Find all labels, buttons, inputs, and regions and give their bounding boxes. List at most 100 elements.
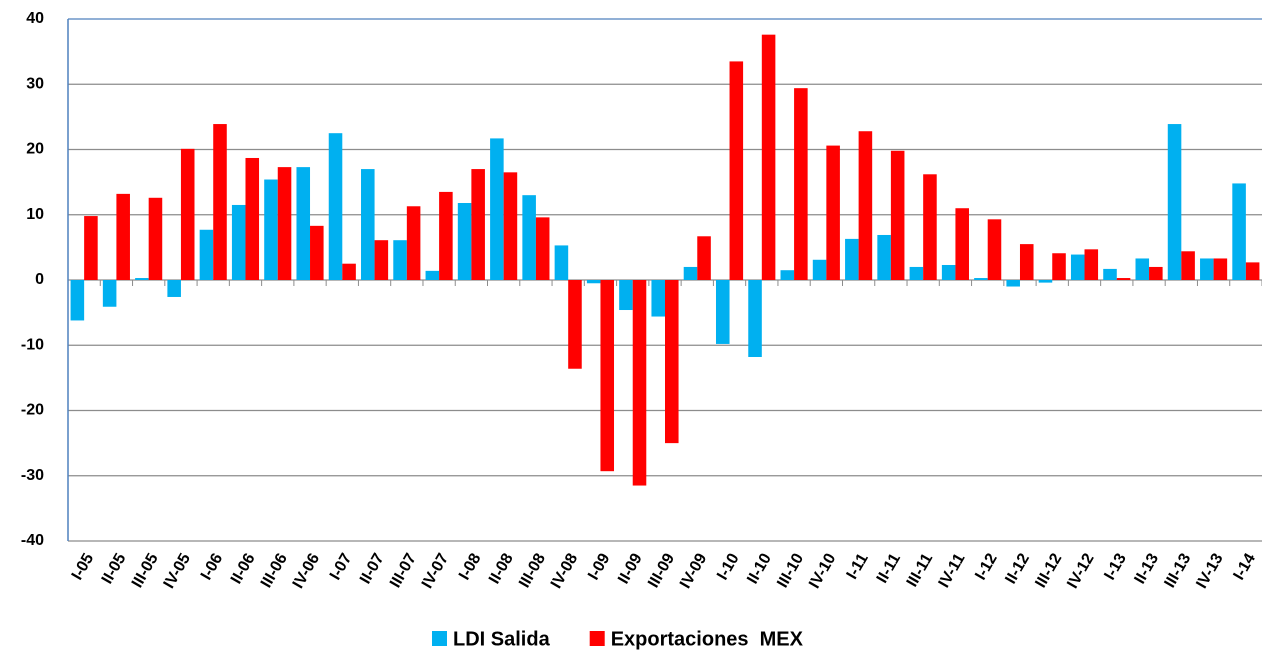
bar: [425, 270, 440, 280]
bar: [180, 148, 195, 280]
bar: [490, 138, 504, 280]
legend: LDI Salida Exportaciones MEX: [432, 628, 804, 650]
bar: [665, 280, 679, 444]
x-tick-label: IV-11: [936, 551, 969, 591]
x-tick-label: III-13: [1161, 551, 1194, 591]
bar: [600, 280, 615, 472]
bar: [1213, 258, 1228, 280]
legend-swatch: [589, 631, 605, 646]
bar: [116, 193, 130, 280]
bar: [1084, 249, 1099, 280]
bar: [586, 280, 601, 284]
x-tick-label: IV-10: [806, 551, 839, 592]
bar: [955, 208, 969, 280]
x-tick-label: II-12: [1002, 551, 1033, 587]
y-tick-label: 30: [26, 75, 44, 92]
bar: [826, 145, 840, 280]
bar: [780, 270, 795, 280]
bar: [1135, 258, 1150, 280]
x-tick-label: II-10: [744, 551, 775, 587]
bar: [167, 280, 181, 297]
x-tick-label: II-07: [357, 551, 388, 587]
x-tick-label: I-06: [198, 551, 227, 583]
x-tick-label: IV-13: [1193, 551, 1226, 592]
bar: [683, 266, 698, 280]
y-tick-label: -30: [21, 467, 44, 484]
x-tick-label: IV-06: [290, 551, 323, 592]
bar: [923, 174, 937, 280]
bar: [374, 240, 389, 280]
bar: [84, 216, 98, 280]
x-tick-label: II-05: [99, 551, 130, 587]
bar: [1245, 262, 1260, 280]
bar: [845, 238, 859, 280]
bar: [70, 280, 85, 321]
bar: [761, 34, 776, 280]
bar: [310, 225, 324, 280]
x-tick-label: IV-08: [548, 551, 581, 592]
x-tick-label: I-05: [69, 551, 98, 583]
legend-label: LDI Salida: [453, 628, 551, 650]
x-tick-label: III-06: [258, 551, 291, 591]
bar: [729, 61, 744, 280]
bar: [148, 197, 163, 280]
bar: [794, 88, 808, 280]
bar: [909, 266, 924, 280]
bar: [231, 204, 246, 280]
bar: [213, 124, 227, 281]
bar: [858, 131, 873, 280]
x-tick-label: II-08: [486, 551, 517, 587]
bar: [1181, 251, 1195, 280]
bar: [1038, 280, 1053, 283]
y-tick-label: -10: [21, 336, 44, 353]
bar: [245, 157, 260, 280]
bar: [1116, 278, 1131, 280]
x-tick-label: I-10: [714, 551, 743, 583]
x-tick-label: I-11: [844, 551, 872, 583]
legend-swatch: [432, 631, 447, 646]
bar: [877, 234, 891, 280]
x-tick-label: III-11: [904, 551, 937, 590]
bar: [393, 240, 407, 280]
x-tick-label: IV-05: [161, 551, 194, 592]
x-tick-label: I-13: [1101, 551, 1130, 583]
bar: [361, 169, 375, 280]
bar: [1232, 183, 1246, 280]
bar: [457, 203, 472, 280]
bar: [135, 278, 149, 280]
bar: [328, 133, 343, 280]
y-tick-label: 10: [26, 206, 44, 223]
bar: [1167, 124, 1182, 281]
legend-label: Exportaciones MEX: [611, 628, 804, 650]
bar: [522, 195, 536, 280]
x-tick-label: IV-09: [677, 551, 710, 592]
bar: [748, 280, 762, 357]
x-tick-label: I-08: [456, 551, 485, 583]
bar: [890, 150, 905, 280]
x-tick-label: III-12: [1032, 551, 1065, 591]
bar: [406, 206, 421, 280]
bar: [1149, 266, 1163, 280]
bar: [554, 245, 569, 280]
x-tick-label: II-11: [874, 551, 904, 587]
bar: [941, 264, 956, 280]
bar: [1200, 258, 1214, 280]
x-tick-label: I-12: [972, 551, 1001, 583]
bar: [102, 280, 117, 307]
bar: [1019, 244, 1034, 280]
bar: [439, 191, 453, 280]
y-tick-label: 40: [26, 10, 44, 27]
x-tick-label: III-08: [516, 551, 549, 591]
bar: [987, 219, 1002, 280]
x-tick-label: IV-12: [1064, 551, 1097, 592]
bar: [632, 280, 647, 486]
y-tick-label: -20: [21, 402, 44, 419]
bar: [296, 167, 311, 280]
bar: [199, 229, 214, 280]
x-tick-label: I-14: [1230, 551, 1259, 583]
bar: [503, 172, 518, 280]
bar: [342, 263, 356, 280]
x-tick-label: III-10: [774, 551, 807, 591]
y-tick-label: -40: [21, 532, 44, 549]
